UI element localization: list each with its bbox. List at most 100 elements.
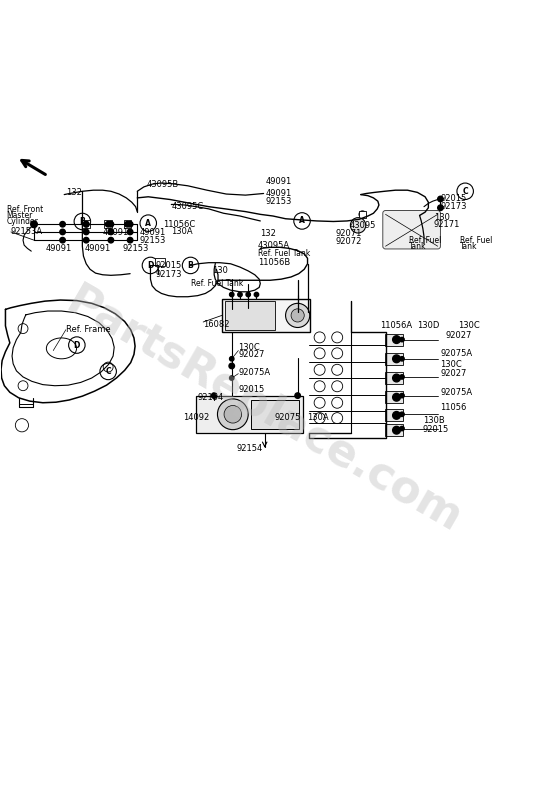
Circle shape: [393, 374, 401, 382]
Text: Ref. Fuel: Ref. Fuel: [460, 236, 492, 246]
Text: D: D: [74, 341, 80, 350]
Circle shape: [285, 303, 310, 327]
Circle shape: [127, 222, 133, 227]
Text: 130A: 130A: [307, 413, 329, 422]
Circle shape: [229, 363, 235, 369]
Circle shape: [60, 229, 66, 234]
Text: D: D: [147, 261, 154, 270]
Circle shape: [400, 412, 404, 417]
Circle shape: [224, 406, 242, 423]
Text: 43095A: 43095A: [258, 241, 290, 250]
Bar: [222, 299, 310, 332]
Text: Ref. Fuel: Ref. Fuel: [409, 236, 441, 246]
Circle shape: [359, 211, 366, 218]
Text: B: B: [188, 261, 193, 270]
Text: 92027: 92027: [440, 369, 467, 378]
Circle shape: [127, 229, 133, 234]
Text: 14092: 14092: [183, 413, 210, 422]
Circle shape: [400, 374, 404, 379]
Circle shape: [31, 221, 37, 227]
Text: 92072: 92072: [335, 238, 361, 246]
Text: 92153: 92153: [266, 197, 292, 206]
Text: 92153: 92153: [139, 236, 166, 245]
Text: 11056: 11056: [440, 402, 467, 412]
Circle shape: [108, 229, 114, 234]
Text: 92153: 92153: [123, 244, 149, 253]
Text: 92015: 92015: [440, 194, 467, 203]
Circle shape: [212, 393, 217, 398]
Circle shape: [437, 205, 443, 210]
Circle shape: [295, 393, 300, 398]
Bar: [359, 210, 366, 218]
Circle shape: [108, 238, 114, 243]
Text: PartsReplace.com: PartsReplace.com: [60, 280, 470, 542]
FancyBboxPatch shape: [385, 334, 403, 346]
Circle shape: [83, 222, 89, 227]
Text: 132: 132: [260, 229, 276, 238]
Text: 11056B: 11056B: [258, 258, 290, 266]
Circle shape: [83, 229, 89, 234]
Text: Ref. Frame: Ref. Frame: [66, 325, 111, 334]
Circle shape: [83, 238, 89, 243]
Text: 130C: 130C: [458, 321, 480, 330]
Bar: [155, 258, 165, 266]
Text: 49091: 49091: [84, 244, 111, 253]
Text: 92071: 92071: [335, 229, 361, 238]
Text: Ref. Fuel Tank: Ref. Fuel Tank: [258, 250, 310, 258]
Text: 92153A: 92153A: [11, 227, 43, 237]
FancyBboxPatch shape: [385, 353, 403, 365]
Bar: [82, 220, 90, 228]
Text: 92075A: 92075A: [440, 350, 473, 358]
Circle shape: [60, 222, 66, 227]
Text: C: C: [462, 186, 468, 196]
Text: 92075A: 92075A: [440, 388, 473, 397]
Text: 92027: 92027: [446, 330, 472, 340]
Text: 43095B: 43095B: [147, 180, 179, 189]
Text: 92015: 92015: [156, 262, 182, 270]
Bar: [104, 220, 112, 228]
Text: 92173: 92173: [156, 270, 182, 278]
Circle shape: [393, 336, 401, 343]
Text: 92027: 92027: [239, 350, 264, 359]
Text: C: C: [105, 367, 111, 376]
Text: B: B: [79, 217, 85, 226]
Circle shape: [230, 292, 234, 297]
Circle shape: [125, 222, 130, 227]
Text: 92075A: 92075A: [239, 368, 271, 377]
Circle shape: [127, 238, 133, 243]
Text: 92015: 92015: [239, 385, 264, 394]
Circle shape: [218, 399, 248, 430]
Text: Master: Master: [7, 211, 33, 220]
FancyBboxPatch shape: [383, 210, 440, 249]
Text: 130B: 130B: [423, 416, 445, 426]
Text: 130A: 130A: [171, 227, 193, 237]
Circle shape: [254, 292, 258, 297]
Text: 92075: 92075: [274, 413, 301, 422]
Text: Ref. Fuel Tank: Ref. Fuel Tank: [191, 279, 243, 288]
Text: 92173: 92173: [440, 202, 467, 210]
Bar: [123, 220, 131, 228]
Text: 130C: 130C: [239, 342, 260, 352]
Text: 49091: 49091: [46, 244, 72, 253]
FancyBboxPatch shape: [385, 410, 403, 422]
Text: Ref. Front: Ref. Front: [7, 205, 43, 214]
Text: 130: 130: [434, 213, 450, 222]
Text: Tank: Tank: [460, 242, 477, 251]
Text: 49091: 49091: [266, 189, 292, 198]
Circle shape: [400, 357, 404, 361]
Text: 49091: 49091: [139, 228, 166, 237]
Text: 49091: 49091: [102, 228, 129, 237]
Text: Tank: Tank: [409, 242, 426, 251]
Text: 49091: 49091: [266, 177, 292, 186]
Text: 92015: 92015: [423, 425, 449, 434]
Text: A: A: [299, 217, 305, 226]
Circle shape: [400, 394, 404, 398]
Circle shape: [230, 376, 234, 380]
Text: 11056A: 11056A: [380, 321, 412, 330]
Circle shape: [400, 426, 404, 430]
Circle shape: [400, 338, 404, 342]
Text: 92154: 92154: [236, 444, 262, 453]
FancyBboxPatch shape: [196, 396, 303, 433]
Circle shape: [393, 411, 401, 419]
Circle shape: [291, 309, 304, 322]
